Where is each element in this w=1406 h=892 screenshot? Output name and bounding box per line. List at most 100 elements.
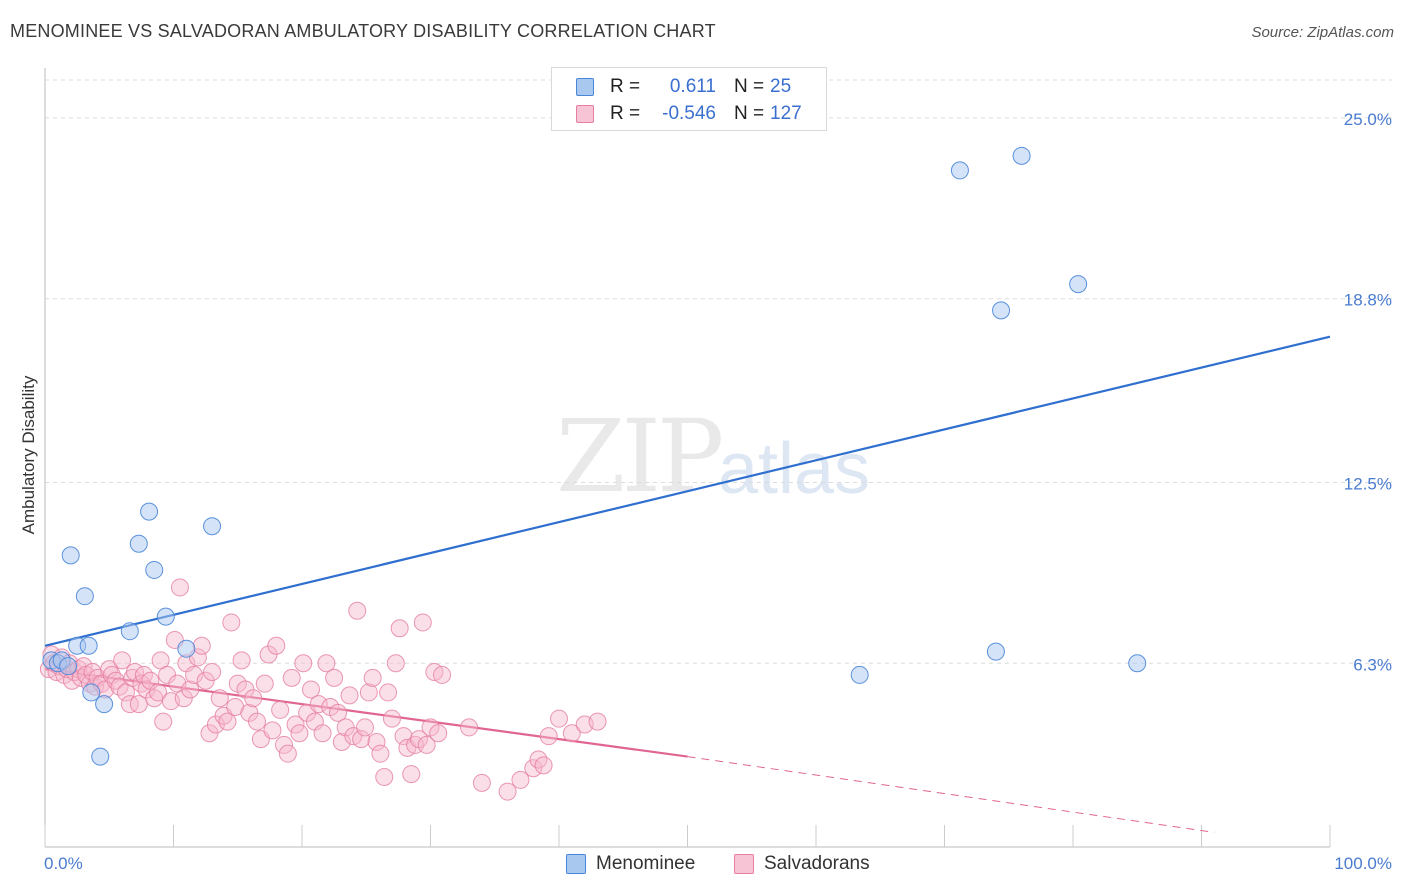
salvadoran-point: [113, 651, 132, 670]
n-value: 25: [770, 76, 792, 97]
salvadoran-point: [328, 703, 347, 722]
menominee-point: [156, 607, 175, 626]
salvadoran-point: [232, 651, 251, 670]
salvadoran-points: [39, 578, 607, 801]
salvadoran-point: [359, 683, 378, 702]
menominee-point: [95, 695, 114, 714]
salvadoran-point: [588, 712, 607, 731]
salvadoran-point: [355, 718, 374, 737]
salvadoran-point: [386, 654, 405, 673]
menominee-point: [145, 560, 164, 579]
y-axis-label: Ambulatory Disability: [19, 375, 38, 534]
salvadoran-point: [524, 759, 543, 778]
salvadoran-point: [222, 613, 241, 632]
salvadoran-point: [402, 765, 421, 784]
menominee-point: [75, 587, 94, 606]
salvadoran-point: [286, 715, 305, 734]
salvadoran-point: [244, 689, 263, 708]
salvadoran-point: [539, 727, 558, 746]
salvadoran-point: [309, 695, 328, 714]
menominee-point: [91, 747, 110, 766]
trend-lines: [44, 335, 1331, 833]
salvadoran-point: [433, 665, 452, 684]
salvadoran-point: [290, 724, 309, 743]
salvadoran-point: [511, 770, 530, 789]
bottom-legend-menominee: Menominee: [566, 852, 695, 876]
salvadoran-point: [192, 636, 211, 655]
menominee-point: [129, 534, 148, 553]
salvadoran-point: [460, 718, 479, 737]
menominee-point: [82, 683, 101, 702]
menominee-legend-label: Menominee: [596, 853, 696, 874]
salvadoran-point: [429, 724, 448, 743]
axes: [44, 68, 1331, 848]
salvadoran-point: [203, 663, 222, 682]
salvadoran-point: [367, 733, 386, 752]
r-value: -0.546: [662, 103, 716, 124]
salvadoran-point: [390, 619, 409, 638]
watermark-atlas: atlas: [718, 429, 871, 509]
salvadoran-point: [529, 750, 548, 769]
menominee-point: [986, 642, 1005, 661]
x-tick-label: 0.0%: [44, 854, 83, 873]
salvadoran-point: [382, 709, 401, 728]
y-tick-label: 6.3%: [1353, 655, 1392, 674]
r-label: R =: [610, 103, 641, 124]
salvadoran-point: [417, 735, 436, 754]
salvadoran-point: [413, 613, 432, 632]
menominee-point: [120, 622, 139, 641]
salvadoran-point: [294, 654, 313, 673]
salvadoran-point: [348, 601, 367, 620]
salvadoran-legend-swatch: [734, 854, 754, 874]
gridlines: [45, 79, 1392, 664]
menominee-point: [950, 161, 969, 180]
salvadoran-point: [218, 712, 237, 731]
salvadoran-point: [129, 695, 148, 714]
legend-row-menominee: R = 0.611 N = 25: [576, 76, 791, 98]
menominee-trend-line: [44, 335, 1331, 647]
menominee-point: [177, 639, 196, 658]
bottom-legend-salvadorans: Salvadorans: [734, 852, 870, 876]
source-label: Source: ZipAtlas.com: [1251, 24, 1394, 41]
menominee-point: [1128, 654, 1147, 673]
n-label: N =: [734, 76, 765, 97]
salvadoran-trend-extension: [687, 756, 1215, 833]
salvadoran-point: [278, 744, 297, 763]
menominee-point: [992, 301, 1011, 320]
menominee-point: [61, 546, 80, 565]
salvadoran-point: [375, 768, 394, 787]
salvadoran-point: [282, 668, 301, 687]
n-label: N =: [734, 103, 765, 124]
r-value: 0.611: [669, 76, 716, 97]
menominee-point: [140, 502, 159, 521]
x-tick-label: 100.0%: [1334, 854, 1392, 873]
menominee-point: [203, 517, 222, 536]
y-tick-label: 18.8%: [1344, 291, 1392, 310]
salvadoran-point: [363, 668, 382, 687]
salvadoran-legend-label: Salvadorans: [764, 853, 870, 874]
salvadoran-point: [275, 735, 294, 754]
menominee-point: [1069, 275, 1088, 294]
menominee-point: [1012, 146, 1031, 165]
legend-row-salvadorans: R = -0.546 N = 127: [576, 103, 802, 125]
salvadoran-swatch: [576, 105, 594, 123]
tick-labels: 6.3% 12.5% 18.8% 25.0% 0.0% 100.0%: [44, 110, 1392, 873]
salvadoran-point: [263, 721, 282, 740]
salvadoran-point: [352, 730, 371, 749]
menominee-points: [42, 146, 1147, 766]
menominee-swatch: [576, 78, 594, 96]
salvadoran-point: [472, 773, 491, 792]
menominee-point: [79, 636, 98, 655]
menominee-legend-swatch: [566, 854, 586, 874]
salvadoran-point: [379, 683, 398, 702]
salvadoran-point: [371, 744, 390, 763]
salvadoran-point: [301, 680, 320, 699]
salvadoran-point: [170, 578, 189, 597]
salvadoran-point: [313, 724, 332, 743]
salvadoran-point: [562, 724, 581, 743]
salvadoran-point: [255, 674, 274, 693]
salvadoran-point: [340, 686, 359, 705]
chart-title: MENOMINEE VS SALVADORAN AMBULATORY DISAB…: [10, 21, 716, 41]
salvadoran-point: [154, 712, 173, 731]
